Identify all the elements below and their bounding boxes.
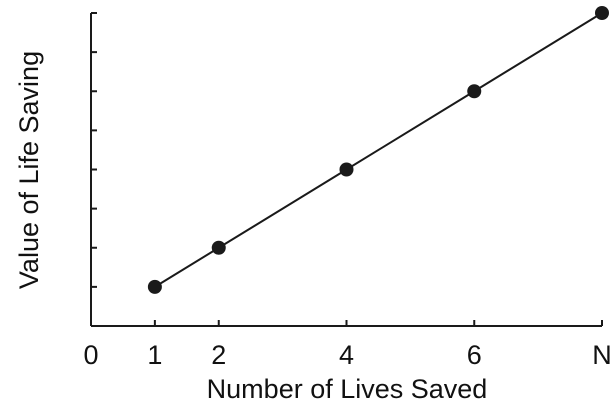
- data-point: [147, 279, 162, 294]
- x-tick-label: N: [592, 340, 612, 370]
- data-point: [211, 240, 226, 255]
- y-axis-label: Value of Life Saving: [14, 51, 44, 289]
- data-point: [339, 162, 354, 177]
- data-point: [595, 6, 609, 20]
- axes: 0 1 2 4 6 N: [83, 12, 612, 370]
- x-tick-label: 4: [339, 340, 354, 370]
- x-axis-label: Number of Lives Saved: [207, 374, 488, 404]
- x-tick-label: 1: [147, 340, 162, 370]
- x-tick-label: 0: [83, 340, 98, 370]
- x-tick-label: 2: [211, 340, 226, 370]
- data-point: [467, 84, 482, 99]
- x-tick-label: 6: [467, 340, 482, 370]
- series-layer: [147, 6, 609, 294]
